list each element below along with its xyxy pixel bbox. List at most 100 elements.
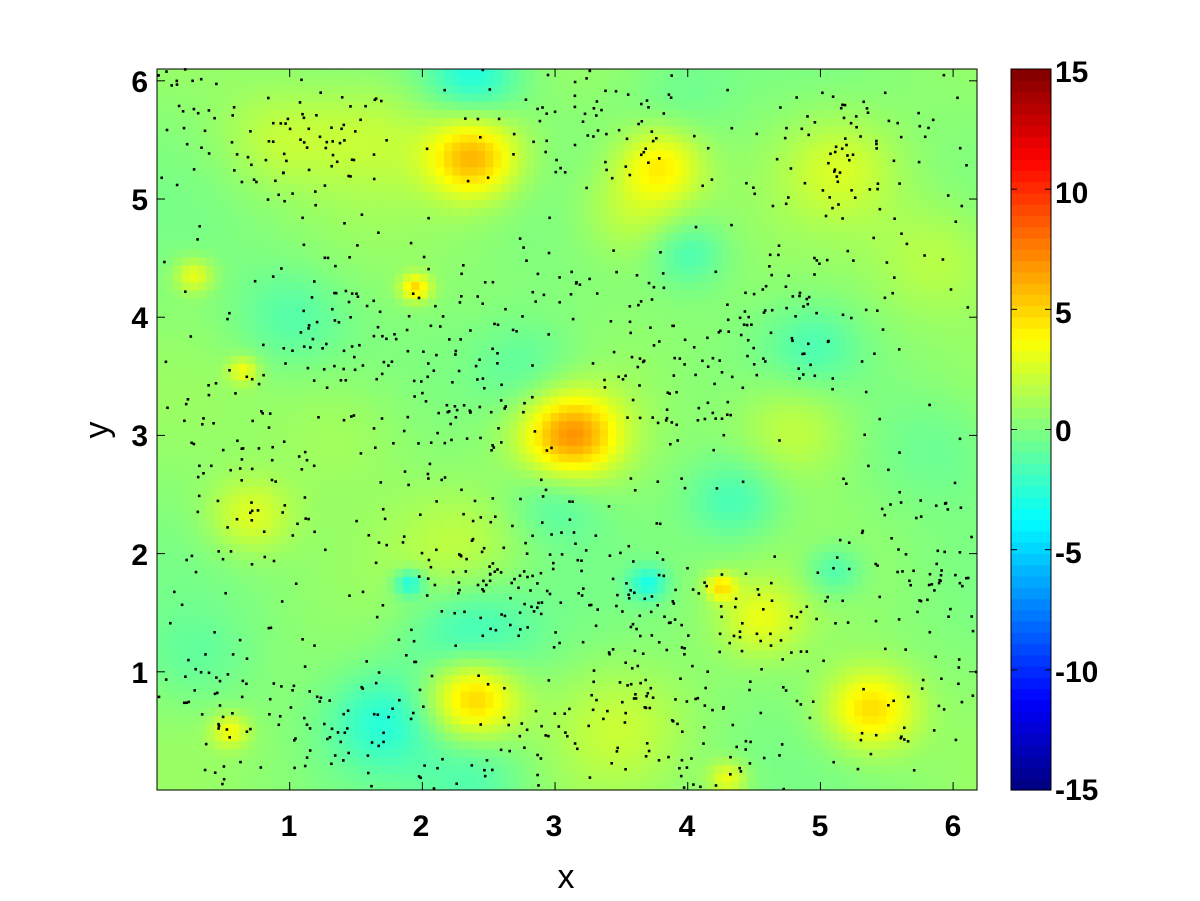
- heatmap-cell: [419, 118, 429, 127]
- heatmap-cell: [304, 716, 314, 726]
- heatmap-cell: [550, 224, 560, 234]
- heatmap-cell: [444, 355, 453, 365]
- heatmap-cell: [271, 568, 281, 578]
- heatmap-cell: [583, 740, 593, 750]
- heatmap-cell: [526, 699, 535, 709]
- heatmap-cell: [312, 282, 322, 291]
- heatmap-cell: [173, 249, 183, 259]
- heatmap-cell: [452, 150, 461, 160]
- heatmap-cell: [591, 388, 601, 398]
- heatmap-cell: [304, 773, 314, 783]
- heatmap-cell: [386, 355, 396, 365]
- heatmap-cell: [304, 691, 314, 701]
- heatmap-cell: [206, 454, 215, 463]
- heatmap-cell: [411, 716, 420, 726]
- heatmap-cell: [280, 495, 289, 504]
- heatmap-cell: [608, 421, 617, 431]
- heatmap-cell: [403, 437, 412, 447]
- heatmap-cell: [362, 454, 371, 463]
- heatmap-cell: [468, 462, 478, 472]
- heatmap-cell: [501, 331, 511, 340]
- heatmap-cell: [345, 175, 355, 185]
- heatmap-cell: [591, 241, 601, 250]
- heatmap-cell: [427, 150, 437, 160]
- heatmap-cell: [329, 109, 338, 119]
- heatmap-cell: [411, 568, 420, 578]
- heatmap-cell: [230, 404, 240, 414]
- heatmap-cell: [526, 282, 535, 291]
- heatmap-cell: [583, 601, 593, 611]
- heatmap-cell: [321, 478, 330, 488]
- heatmap-cell: [427, 650, 437, 660]
- heatmap-cell: [427, 232, 437, 242]
- heatmap-cell: [460, 101, 470, 111]
- heatmap-cell: [526, 322, 535, 332]
- heatmap-cell: [222, 544, 232, 553]
- heatmap-cell: [280, 732, 289, 742]
- heatmap-cell: [493, 503, 502, 513]
- heatmap-cell: [255, 388, 265, 398]
- heatmap-cell: [394, 306, 404, 316]
- heatmap-cell: [460, 634, 470, 644]
- heatmap-cell: [157, 609, 166, 619]
- heatmap-cell: [403, 658, 412, 668]
- heatmap-cell: [468, 486, 478, 496]
- heatmap-cell: [173, 273, 183, 283]
- heatmap-cell: [476, 429, 486, 439]
- heatmap-cell: [452, 396, 461, 406]
- heatmap-cell: [345, 626, 355, 635]
- heatmap-cell: [222, 536, 232, 545]
- heatmap-cell: [476, 257, 486, 267]
- heatmap-cell: [394, 93, 404, 103]
- heatmap-cell: [501, 642, 511, 652]
- heatmap-cell: [427, 322, 437, 332]
- heatmap-cell: [312, 454, 322, 463]
- heatmap-cell: [189, 241, 199, 250]
- heatmap-cell: [312, 314, 322, 324]
- heatmap-cell: [263, 142, 273, 152]
- heatmap-cell: [567, 159, 576, 168]
- heatmap-cell: [452, 183, 461, 193]
- heatmap-cell: [255, 290, 265, 300]
- heatmap-cell: [394, 314, 404, 324]
- heatmap-cell: [526, 470, 535, 480]
- heatmap-cell: [616, 224, 625, 234]
- heatmap-cell: [534, 511, 543, 521]
- heatmap-cell: [485, 732, 494, 742]
- heatmap-cell: [509, 183, 519, 193]
- heatmap-cell: [345, 355, 355, 365]
- heatmap-cell: [591, 708, 601, 717]
- heatmap-cell: [345, 470, 355, 480]
- heatmap-cell: [255, 339, 265, 349]
- heatmap-cell: [157, 355, 166, 365]
- heatmap-cell: [427, 740, 437, 750]
- heatmap-cell: [444, 470, 453, 480]
- heatmap-cell: [288, 142, 297, 152]
- heatmap-cell: [468, 421, 478, 431]
- heatmap-cell: [460, 781, 470, 791]
- heatmap-cell: [567, 224, 576, 234]
- heatmap-cell: [542, 732, 552, 742]
- heatmap-cell: [173, 708, 183, 717]
- heatmap-cell: [583, 593, 593, 603]
- heatmap-cell: [304, 519, 314, 529]
- heatmap-cell: [403, 527, 412, 537]
- heatmap-cell: [411, 200, 420, 209]
- heatmap-cell: [337, 634, 347, 644]
- heatmap-cell: [575, 249, 584, 259]
- heatmap-cell: [206, 339, 215, 349]
- heatmap-cell: [288, 150, 297, 160]
- heatmap-cell: [296, 183, 306, 193]
- heatmap-cell: [378, 126, 388, 136]
- heatmap-cell: [214, 150, 224, 160]
- heatmap-cell: [403, 150, 412, 160]
- heatmap-cell: [321, 200, 330, 209]
- heatmap-cell: [460, 273, 470, 283]
- heatmap-cell: [394, 363, 404, 373]
- heatmap-cell: [501, 708, 511, 717]
- heatmap-cell: [517, 224, 527, 234]
- heatmap-cell: [329, 167, 338, 177]
- heatmap-cell: [378, 298, 388, 308]
- heatmap-cell: [353, 159, 363, 168]
- heatmap-cell: [206, 773, 215, 783]
